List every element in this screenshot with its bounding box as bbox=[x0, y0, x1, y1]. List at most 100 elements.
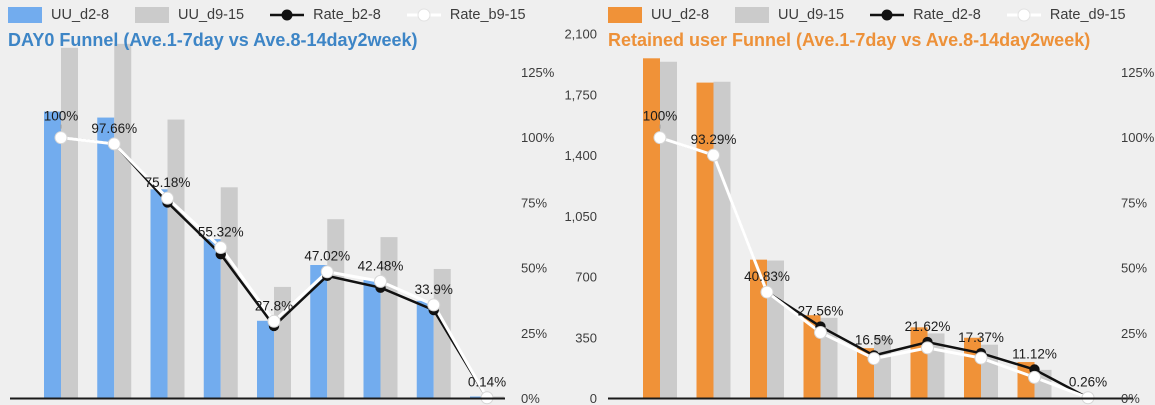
uu-axis-tick-label: 1,400 bbox=[564, 148, 597, 163]
axes: 0% 25% 50% 75% 100% 125% bbox=[10, 65, 555, 405]
rate-axis-tick-label: 125% bbox=[1121, 65, 1155, 80]
bar bbox=[713, 81, 731, 399]
rate-point-label: 11.12% bbox=[1012, 346, 1057, 361]
rate-axis-tick-label: 0% bbox=[1121, 391, 1140, 405]
rate-point-label: 27.56% bbox=[798, 304, 844, 319]
gray-bar-swatch-icon bbox=[735, 7, 770, 23]
rate-point-label: 55.32% bbox=[198, 224, 244, 239]
rate-point-label: 75.18% bbox=[145, 175, 191, 190]
bar bbox=[257, 320, 274, 399]
bar bbox=[97, 117, 115, 399]
bar bbox=[310, 265, 328, 399]
white-dot-marker bbox=[814, 326, 827, 340]
retained-funnel-legend: UU_d2-8 UU_d9-15 Rate_d2-8 Rate_d9-15 bbox=[608, 6, 1126, 24]
rate-point-label: 16.5% bbox=[855, 332, 893, 347]
bar bbox=[61, 47, 78, 399]
legend-item-rate-d9-15[interactable]: Rate_d9-15 bbox=[1006, 7, 1126, 23]
bars-uu-d2-8 bbox=[44, 111, 487, 399]
legend-item-uu-d2-8[interactable]: UU_d2-8 bbox=[8, 7, 109, 23]
bars-uu-d9-15 bbox=[61, 43, 504, 399]
gray-bar-swatch-icon bbox=[135, 7, 170, 23]
black-line-marker-icon bbox=[270, 8, 305, 22]
orange-bar-swatch-icon bbox=[608, 7, 642, 23]
bar bbox=[114, 43, 132, 399]
day0-funnel-header: UU_d2-8 UU_d9-15 Rate_b2-8 Rate_b9-15 DA… bbox=[8, 6, 526, 51]
rate-axis-tick-label: 25% bbox=[521, 326, 547, 341]
rate-point-label: 0.26% bbox=[1069, 375, 1107, 390]
legend-label: UU_d2-8 bbox=[51, 7, 110, 23]
white-dot-marker bbox=[214, 240, 228, 254]
rate-point-label: 17.37% bbox=[958, 330, 1004, 345]
bar bbox=[363, 278, 381, 399]
rate-axis-tick-label: 50% bbox=[521, 261, 547, 276]
rate-point-label: 97.66% bbox=[91, 121, 137, 136]
white-dot-marker bbox=[161, 191, 174, 205]
bar bbox=[660, 61, 677, 399]
bar bbox=[203, 239, 221, 399]
day0-funnel-legend: UU_d2-8 UU_d9-15 Rate_b2-8 Rate_b9-15 bbox=[8, 6, 526, 24]
rate-axis-tick-label: 25% bbox=[1121, 326, 1147, 341]
uu-axis-tick-label: 0 bbox=[590, 391, 597, 405]
rate-point-label: 100% bbox=[44, 109, 79, 124]
white-dot-marker bbox=[427, 298, 441, 312]
legend-item-rate-d2-8[interactable]: Rate_d2-8 bbox=[870, 7, 981, 23]
bar bbox=[327, 219, 345, 399]
legend-label: Rate_d9-15 bbox=[1049, 7, 1126, 23]
uu-axis-tick-label: 1,050 bbox=[564, 209, 597, 224]
blue-bar-swatch-icon bbox=[8, 7, 42, 23]
white-dot-marker bbox=[374, 274, 387, 288]
rate-point-labels: 100% 93.29% 40.83% 27.56% 16.5% 21.62% 17.37% 1… bbox=[643, 109, 1107, 390]
uu-axis-tick-label: 1,750 bbox=[564, 87, 597, 102]
bar bbox=[964, 337, 981, 399]
legend-item-rate-b2-8[interactable]: Rate_b2-8 bbox=[270, 7, 381, 23]
rate-axis-tick-label: 75% bbox=[521, 195, 547, 210]
white-dot-marker bbox=[1028, 370, 1041, 384]
legend-label: UU_d9-15 bbox=[178, 7, 245, 23]
black-line-marker-icon bbox=[870, 8, 905, 22]
white-dot-marker bbox=[320, 265, 334, 279]
white-dot-marker bbox=[107, 137, 121, 151]
rate-markers-rate-b9-15 bbox=[54, 131, 494, 405]
white-dot-marker bbox=[921, 341, 934, 355]
rate-point-label: 40.83% bbox=[744, 269, 790, 284]
uu-axis-tick-label: 2,100 bbox=[564, 27, 597, 42]
legend-item-uu-d9-15[interactable]: UU_d9-15 bbox=[735, 7, 844, 23]
bar bbox=[643, 58, 660, 399]
uu-axis-tick-label: 350 bbox=[575, 330, 597, 345]
white-line-marker-icon bbox=[406, 8, 441, 22]
rate-markers-rate-d9-15 bbox=[653, 131, 1095, 405]
bars-uu-d9-15 bbox=[660, 61, 1105, 399]
rate-axis-tick-label: 100% bbox=[1121, 130, 1155, 145]
white-dot-marker bbox=[760, 285, 774, 299]
rate-point-label: 100% bbox=[643, 109, 678, 124]
rate-point-label: 47.02% bbox=[304, 249, 350, 264]
white-dot-marker bbox=[653, 131, 667, 145]
rate-axis-tick-label: 0% bbox=[521, 391, 540, 405]
legend-item-uu-d2-8[interactable]: UU_d2-8 bbox=[608, 7, 709, 23]
white-line-marker-icon bbox=[1006, 8, 1041, 22]
legend-label: Rate_d2-8 bbox=[913, 7, 981, 23]
bar bbox=[167, 119, 185, 399]
rate-point-label: 42.48% bbox=[358, 258, 404, 273]
day0-funnel-title: DAY0 Funnel (Ave.1-7day vs Ave.8-14day2w… bbox=[8, 30, 418, 50]
rate-point-labels: 100% 97.66% 75.18% 55.32% 27.8% 47.02% 42.48% 3… bbox=[44, 109, 506, 390]
rate-point-label: 27.8% bbox=[255, 298, 293, 313]
uu-axis-tick-label: 700 bbox=[575, 270, 597, 285]
legend-label: Rate_b9-15 bbox=[449, 7, 526, 23]
legend-item-rate-b9-15[interactable]: Rate_b9-15 bbox=[406, 7, 526, 23]
white-dot-marker bbox=[867, 352, 881, 366]
bar bbox=[44, 111, 61, 399]
white-dot-marker bbox=[974, 351, 988, 365]
rate-point-label: 21.62% bbox=[905, 319, 951, 334]
rate-axis-tick-label: 75% bbox=[1121, 195, 1147, 210]
white-dot-marker bbox=[707, 148, 720, 162]
bar bbox=[696, 82, 714, 399]
axes: 0% 25% 50% 75% 100% 125% 0 350 700 1,050 1,400 1,75… bbox=[564, 27, 1154, 405]
bar bbox=[150, 189, 168, 399]
rate-axis-tick-label: 100% bbox=[521, 130, 555, 145]
legend-item-uu-d9-15[interactable]: UU_d9-15 bbox=[135, 7, 244, 23]
bar bbox=[220, 187, 238, 399]
legend-label: UU_d9-15 bbox=[778, 7, 845, 23]
